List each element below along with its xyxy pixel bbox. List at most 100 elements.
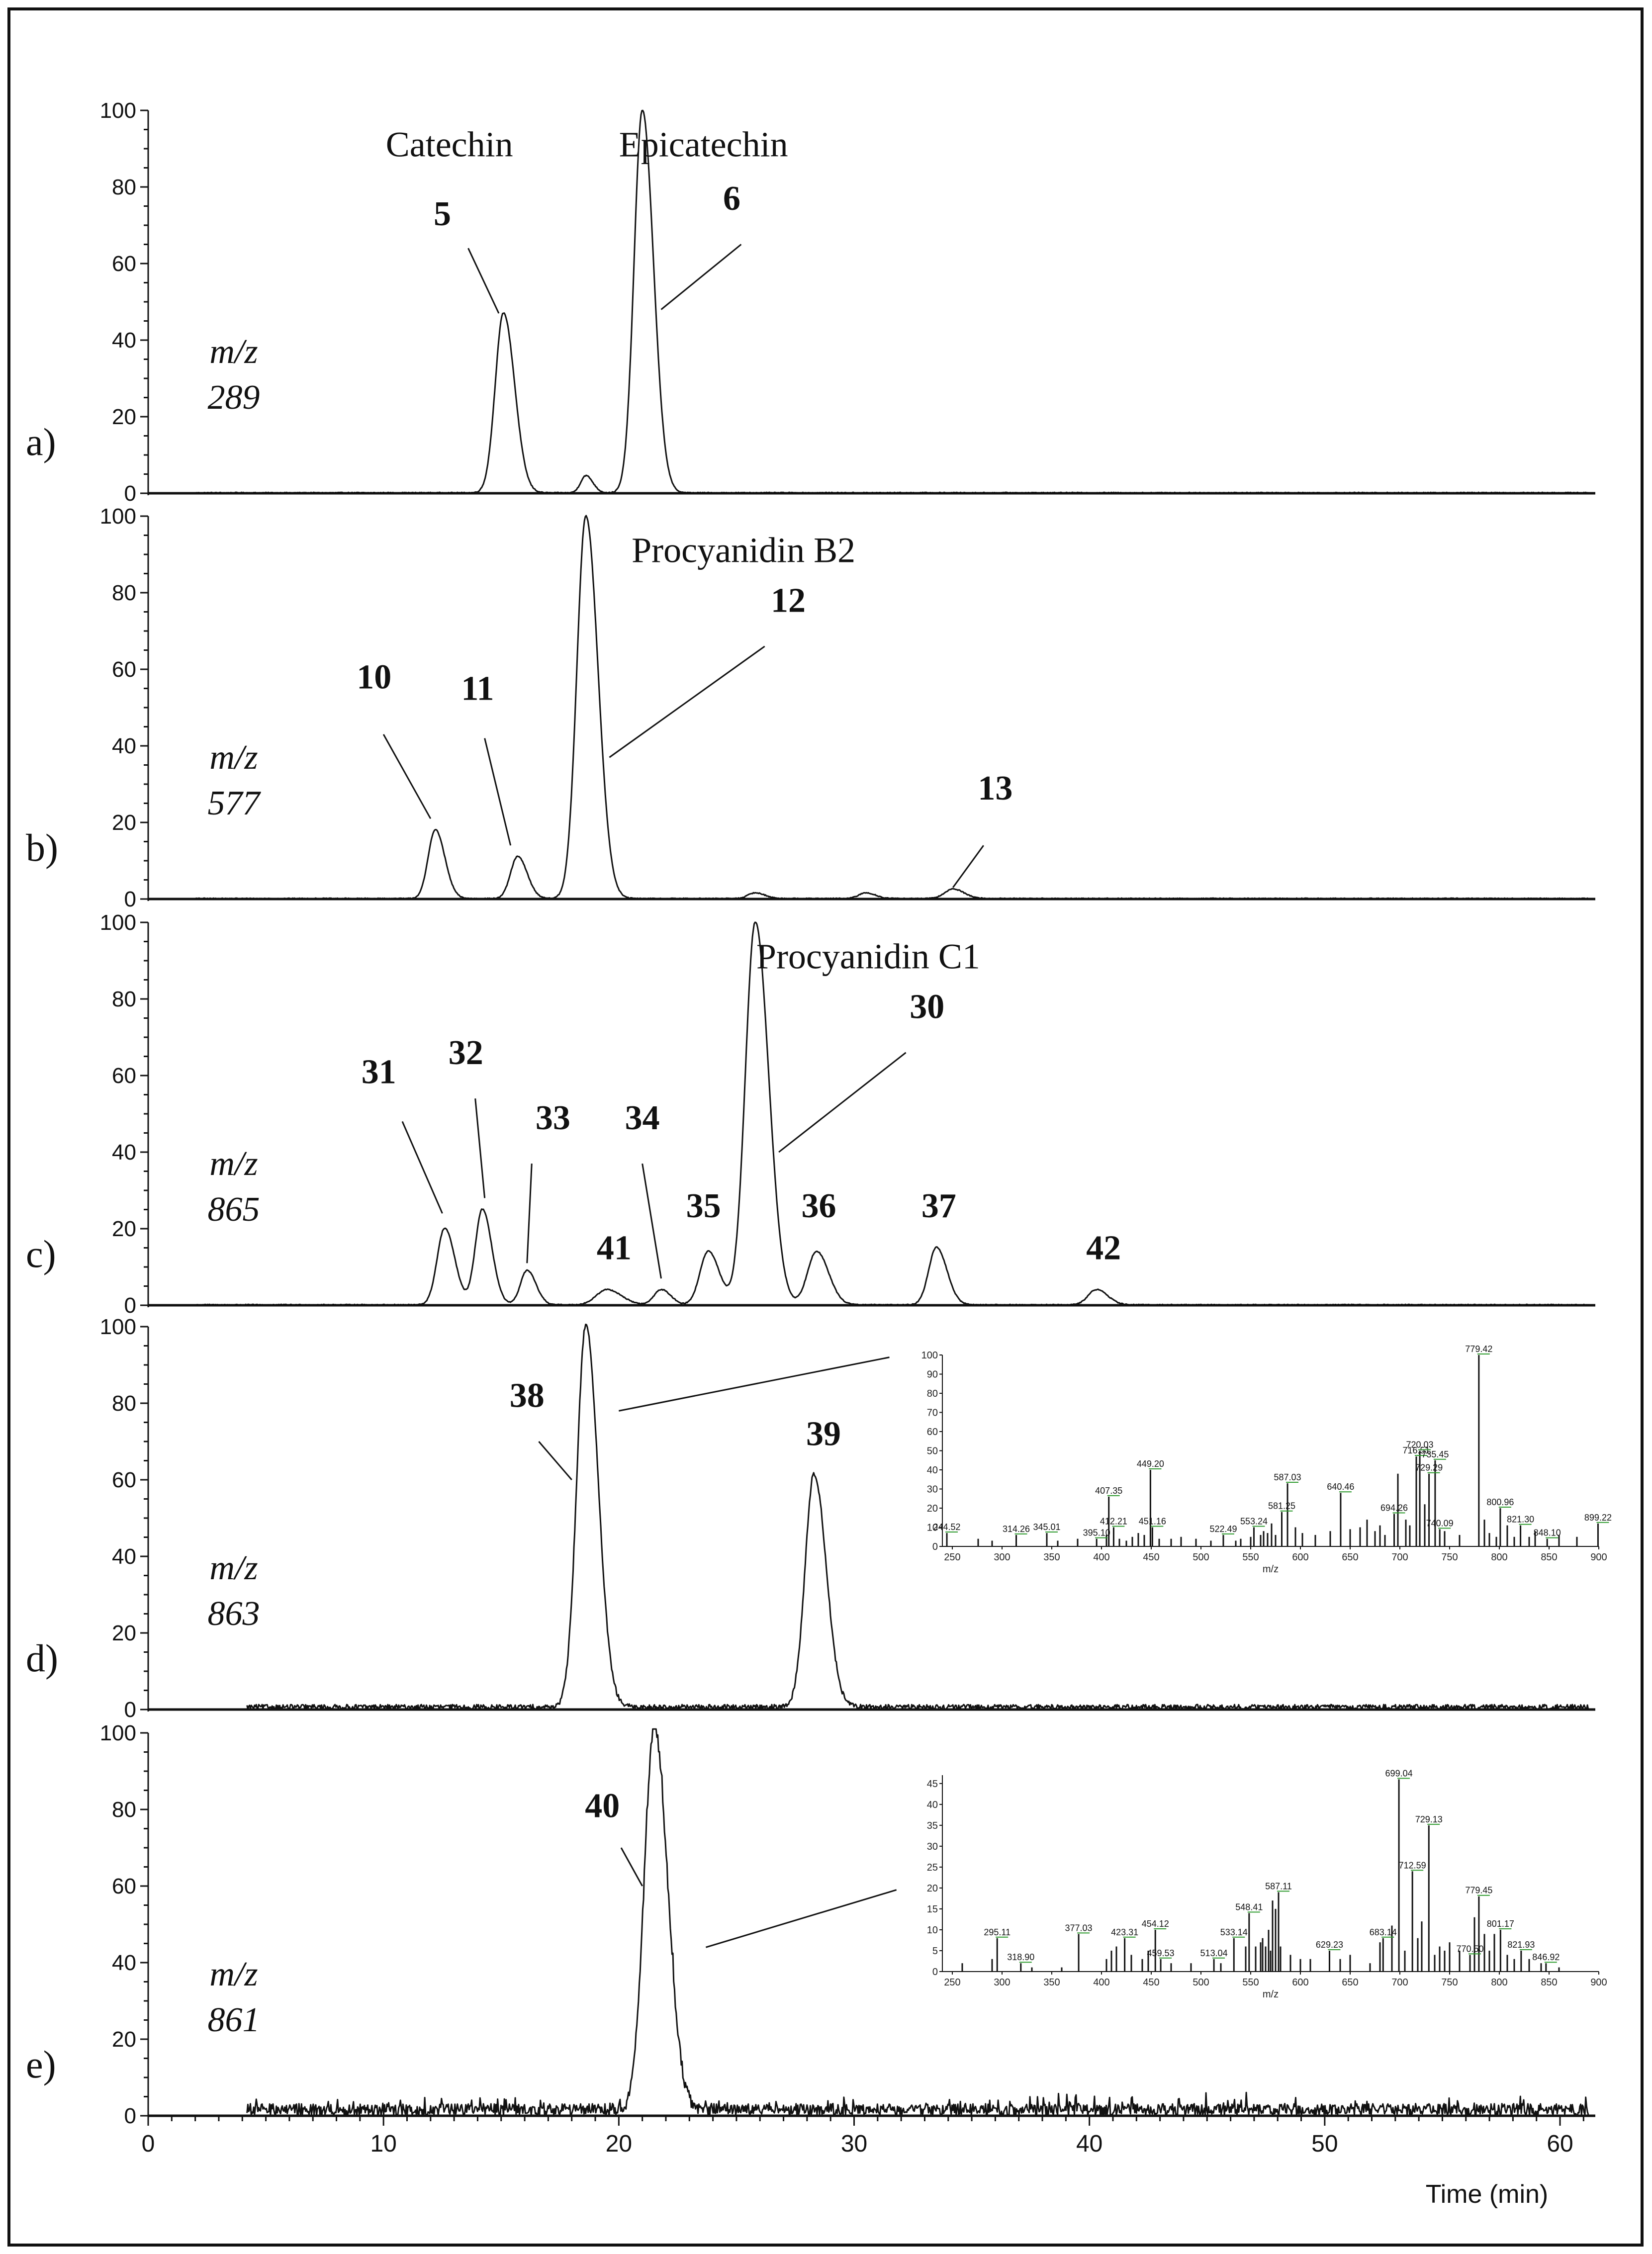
- inset-x-tick-label: 350: [1043, 1977, 1060, 1988]
- ms-peak-label: 587.03: [1274, 1472, 1301, 1482]
- inset-x-tick-label: 700: [1391, 1977, 1408, 1988]
- y-tick-label: 100: [100, 1315, 136, 1339]
- y-tick-label: 0: [124, 481, 136, 506]
- mz-value: 861: [208, 2001, 260, 2039]
- peak-number-label: 37: [921, 1187, 956, 1225]
- peak-leader-line: [642, 1163, 662, 1279]
- y-tick-label: 40: [112, 1140, 136, 1165]
- compound-name-label: Catechin: [386, 124, 513, 164]
- y-tick-label: 40: [112, 1544, 136, 1569]
- ms-peak-label: 821.93: [1507, 1940, 1535, 1950]
- ms-inset: 0 10 20 30 40 50 60 70 80 90 100 250 300 350 400 450 500…: [921, 1344, 1612, 1575]
- ms-peak-label: 801.17: [1487, 1919, 1514, 1929]
- y-tick-label: 40: [112, 1951, 136, 1975]
- y-tick-label: 60: [112, 1874, 136, 1898]
- ms-peak-label: 451.16: [1139, 1517, 1166, 1527]
- inset-y-tick-label: 20: [927, 1503, 938, 1514]
- peak-leader-line: [474, 1098, 486, 1198]
- ms-peak-label: 449.20: [1137, 1459, 1164, 1469]
- inset-x-tick-label: 600: [1292, 1552, 1308, 1563]
- compound-name-label: Epicatechin: [619, 124, 788, 164]
- y-tick-label: 0: [124, 2104, 136, 2128]
- x-axis-title: Time (min): [1426, 2180, 1549, 2209]
- peak-number-label: 39: [806, 1415, 841, 1453]
- x-tick-label: 20: [606, 2131, 632, 2157]
- peak-number-label: 12: [771, 582, 806, 620]
- peak-leader-line: [609, 645, 765, 758]
- mz-label: m/z: [209, 333, 258, 371]
- peak-leader-line: [778, 1052, 907, 1153]
- peak-leader-line: [382, 734, 432, 819]
- inset-x-tick-label: 800: [1491, 1977, 1507, 1988]
- ms-peak-label: 640.46: [1327, 1482, 1354, 1492]
- inset-x-tick-label: 450: [1143, 1977, 1159, 1988]
- inset-y-tick-label: 10: [927, 1523, 938, 1533]
- inset-y-tick-label: 100: [921, 1350, 938, 1361]
- chromatogram-trace: [194, 515, 1589, 900]
- inset-y-tick-label: 80: [927, 1388, 938, 1399]
- inset-x-tick-label: 250: [944, 1977, 960, 1988]
- ms-peak-label: 629.23: [1316, 1940, 1343, 1950]
- peak-leader-line: [952, 845, 984, 888]
- mz-label: m/z: [209, 1955, 258, 1993]
- peak-number-label: 34: [625, 1099, 660, 1137]
- ms-peak-label: 740.09: [1426, 1518, 1454, 1528]
- inset-y-tick-label: 60: [927, 1427, 938, 1438]
- inset-y-tick-label: 45: [927, 1779, 938, 1790]
- peak-number-label: 36: [802, 1187, 836, 1225]
- peak-number-label: 31: [362, 1053, 396, 1091]
- ms-peak-label: 459.53: [1147, 1948, 1175, 1958]
- ms-peak-label: 412.21: [1100, 1517, 1127, 1527]
- ms-peak-label: 314.26: [1003, 1524, 1030, 1534]
- ms-peak-label: 770.50: [1456, 1944, 1483, 1954]
- y-tick-label: 100: [100, 1721, 136, 1745]
- compound-name-label: Procyanidin C1: [756, 936, 980, 976]
- panel-label: b): [26, 826, 58, 869]
- y-tick-label: 60: [112, 657, 136, 682]
- inset-x-tick-label: 400: [1093, 1977, 1109, 1988]
- inset-x-tick-label: 350: [1043, 1552, 1060, 1563]
- inset-y-tick-label: 50: [927, 1446, 938, 1457]
- inset-y-tick-label: 5: [932, 1946, 938, 1957]
- ms-peak-label: 533.14: [1220, 1927, 1248, 1937]
- panel-label: a): [26, 420, 56, 463]
- peak-leader-line: [467, 248, 500, 314]
- inset-x-axis-title: m/z: [1263, 1564, 1279, 1575]
- y-tick-label: 80: [112, 581, 136, 605]
- ms-peak-label: 716.51: [1402, 1445, 1430, 1455]
- inset-connector-line: [705, 1889, 897, 1948]
- ms-peak-label: 735.45: [1421, 1449, 1449, 1459]
- inset-x-tick-label: 650: [1342, 1977, 1358, 1988]
- ms-peak-label: 699.04: [1385, 1768, 1413, 1778]
- inset-x-tick-label: 600: [1292, 1977, 1308, 1988]
- mz-value: 865: [208, 1190, 260, 1229]
- inset-y-tick-label: 35: [927, 1820, 938, 1831]
- peak-leader-line: [620, 1847, 643, 1887]
- panel-label: e): [26, 2043, 56, 2086]
- y-tick-label: 60: [112, 1468, 136, 1492]
- inset-x-tick-label: 250: [944, 1552, 960, 1563]
- y-tick-label: 0: [124, 1698, 136, 1722]
- ms-inset: 0 5 10 15 20 25 30 35 40 45 250 300 350 400 450 500 550 6…: [927, 1768, 1607, 2000]
- inset-x-tick-label: 450: [1143, 1552, 1159, 1563]
- peak-number-label: 10: [357, 658, 391, 697]
- peak-number-label: 33: [536, 1099, 570, 1137]
- x-tick-label: 30: [841, 2131, 867, 2157]
- y-tick-label: 100: [100, 98, 136, 123]
- mz-label: m/z: [209, 738, 258, 777]
- inset-x-axis-title: m/z: [1263, 1989, 1279, 2000]
- figure-border: [7, 7, 1644, 2247]
- peak-number-label: 41: [597, 1229, 632, 1267]
- ms-peak-label: 513.04: [1200, 1948, 1228, 1958]
- inset-x-tick-label: 550: [1242, 1552, 1259, 1563]
- y-tick-label: 20: [112, 405, 136, 429]
- chromatogram-trace: [195, 921, 1589, 1306]
- ms-peak-label: 779.42: [1465, 1344, 1492, 1354]
- inset-y-tick-label: 90: [927, 1369, 938, 1380]
- peak-number-label: 5: [434, 195, 451, 233]
- panel-label: d): [26, 1636, 58, 1680]
- ms-peak-label: 821.30: [1507, 1515, 1534, 1525]
- inset-x-tick-label: 400: [1093, 1552, 1109, 1563]
- y-tick-label: 20: [112, 2027, 136, 2052]
- ms-peak-label: 454.12: [1142, 1919, 1169, 1929]
